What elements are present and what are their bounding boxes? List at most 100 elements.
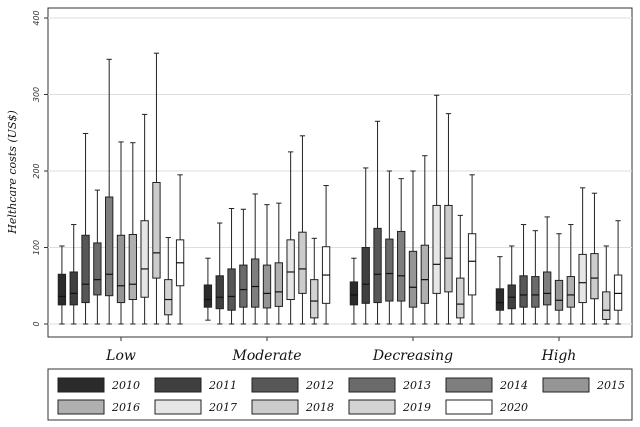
category-label-moderate: Moderate [232,348,302,364]
box-moderate-2016 [274,202,283,325]
box-iqr [467,233,477,296]
box-iqr [349,281,359,306]
box-high-2016 [566,224,575,325]
legend-item-2018: 2018 [251,399,334,415]
box-iqr [140,220,149,298]
box-decreasing-2018 [444,113,453,325]
box-iqr [274,262,283,307]
box-low-2019 [164,237,173,325]
box-high-2014 [543,216,552,325]
x-axis: Low Moderate Decreasing High [105,337,576,364]
box-high-2012 [519,224,528,325]
category-label-low: Low [105,348,136,364]
box-iqr [543,271,552,306]
box-moderate-2015 [262,204,272,325]
legend-swatch [154,399,202,415]
box-moderate-2020 [321,185,331,325]
box-iqr [385,238,394,302]
box-moderate-2013 [239,208,248,325]
legend-swatch [445,377,493,393]
box-moderate-2011 [215,222,224,325]
box-low-2015 [116,141,126,325]
box-iqr [495,288,505,311]
box-iqr [57,273,67,306]
box-moderate-2010 [203,257,213,321]
box-low-2018 [152,52,161,325]
legend-swatch [251,399,299,415]
y-tick-label: 300 [32,87,41,102]
box-moderate-2019 [310,237,319,325]
box-iqr [128,233,137,301]
legend-item-2019: 2019 [348,399,431,415]
box-high-2015 [554,233,564,325]
legend-label: 2020 [499,401,528,414]
box-iqr [93,242,102,296]
box-low-2014 [105,58,114,325]
box-moderate-2018 [298,135,307,325]
box-high-2020 [613,220,623,325]
legend-item-2020: 2020 [445,399,528,415]
legend-label: 2015 [596,379,625,392]
legend-swatch [348,377,396,393]
box-low-2017 [140,113,149,325]
y-tick-label: 100 [32,240,41,255]
box-iqr [578,253,587,304]
box-iqr [164,279,173,316]
box-moderate-2017 [286,151,295,325]
boxplot-series [57,52,623,325]
box-decreasing-2011 [361,167,370,325]
box-decreasing-2012 [373,120,382,325]
legend-label: 2019 [402,401,431,414]
box-decreasing-2016 [420,155,429,325]
box-iqr [590,253,599,300]
box-iqr [519,275,528,308]
box-decreasing-2010 [349,257,359,325]
category-label-decreasing: Decreasing [372,348,453,364]
legend-swatch [251,377,299,393]
legend-swatch [57,377,105,393]
y-tick-label: 400 [32,10,41,25]
box-iqr [408,250,418,308]
box-decreasing-2017 [432,94,441,325]
box-low-2016 [128,142,137,325]
box-iqr [444,204,453,293]
box-iqr [310,279,319,319]
box-low-2013 [93,189,102,325]
box-iqr [456,277,465,319]
box-iqr [105,196,114,297]
legend-label: 2012 [305,379,334,392]
y-axis: 0 100 200 300 400 [32,10,48,327]
box-iqr [69,271,78,306]
box-iqr [81,234,90,304]
box-decreasing-2013 [385,170,394,325]
legend-item-2010: 2010 [57,377,140,393]
box-iqr [531,276,540,308]
box-iqr [420,244,429,304]
box-moderate-2012 [227,207,236,325]
box-iqr [251,258,260,308]
box-iqr [432,204,441,294]
box-iqr [298,231,307,294]
box-high-2019 [602,245,611,325]
box-iqr [227,268,236,311]
box-decreasing-2020 [467,174,477,325]
legend-swatch [542,377,590,393]
box-iqr [152,181,161,279]
box-low-2010 [57,245,67,325]
box-iqr [373,227,382,304]
box-low-2020 [175,174,185,325]
legend-label: 2018 [305,401,334,414]
box-iqr [554,279,564,311]
box-iqr [262,264,272,309]
box-moderate-2014 [251,193,260,325]
legend-item-2014: 2014 [445,377,528,393]
box-iqr [602,291,611,320]
box-iqr [215,275,224,310]
box-high-2011 [507,245,516,325]
legend-frame [47,368,633,421]
box-iqr [116,234,126,304]
legend-label: 2016 [111,401,140,414]
box-decreasing-2015 [408,170,418,325]
legend-label: 2014 [499,379,528,392]
